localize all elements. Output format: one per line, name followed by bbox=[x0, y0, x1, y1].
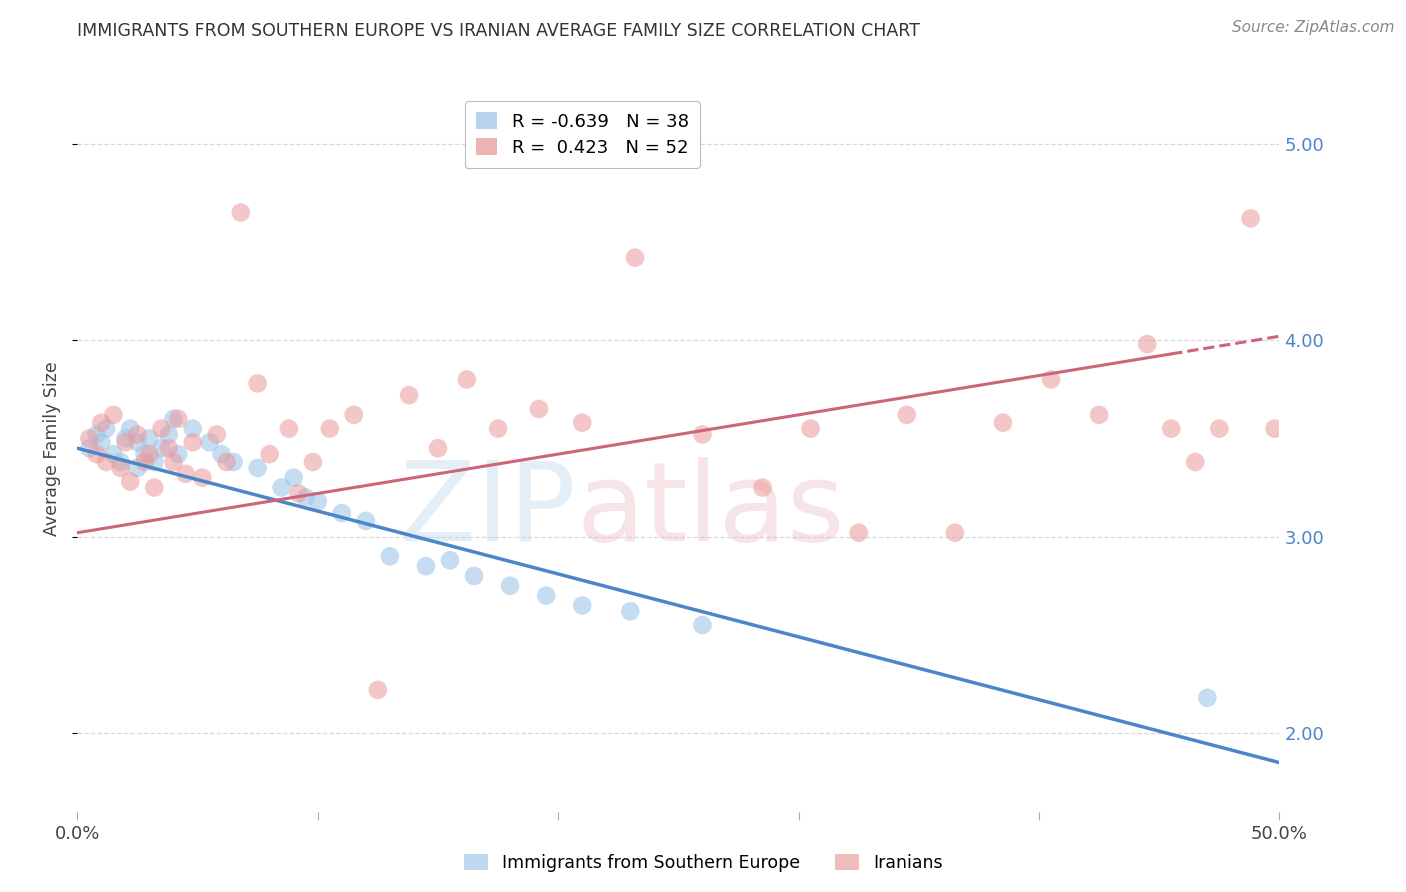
Point bbox=[79, 431, 101, 445]
Point bbox=[277, 421, 299, 435]
Y-axis label: Average Family Size: Average Family Size bbox=[44, 361, 62, 535]
Point bbox=[259, 447, 281, 461]
Legend: Immigrants from Southern Europe, Iranians: Immigrants from Southern Europe, Iranian… bbox=[457, 847, 949, 879]
Point bbox=[692, 427, 714, 442]
Point bbox=[90, 416, 112, 430]
Point bbox=[415, 559, 437, 574]
Point bbox=[143, 481, 166, 495]
Point bbox=[800, 421, 823, 435]
Text: IMMIGRANTS FROM SOUTHERN EUROPE VS IRANIAN AVERAGE FAMILY SIZE CORRELATION CHART: IMMIGRANTS FROM SOUTHERN EUROPE VS IRANI… bbox=[77, 22, 920, 40]
Point bbox=[330, 506, 353, 520]
Point bbox=[198, 435, 221, 450]
Point bbox=[96, 455, 118, 469]
Point bbox=[1184, 455, 1206, 469]
Point bbox=[167, 411, 190, 425]
Point bbox=[157, 427, 180, 442]
Point bbox=[456, 372, 478, 386]
Point bbox=[270, 481, 292, 495]
Point bbox=[1264, 421, 1286, 435]
Point bbox=[319, 421, 342, 435]
Point bbox=[943, 525, 966, 540]
Point bbox=[90, 435, 112, 450]
Point bbox=[96, 421, 118, 435]
Point bbox=[1239, 211, 1261, 226]
Point bbox=[120, 421, 142, 435]
Point bbox=[1136, 337, 1159, 351]
Point bbox=[463, 569, 485, 583]
Point bbox=[150, 421, 173, 435]
Point bbox=[138, 447, 160, 461]
Point bbox=[191, 471, 214, 485]
Point bbox=[127, 461, 149, 475]
Text: ZIP: ZIP bbox=[401, 457, 576, 564]
Point bbox=[246, 461, 269, 475]
Point bbox=[205, 427, 228, 442]
Point bbox=[378, 549, 401, 564]
Point bbox=[486, 421, 509, 435]
Point bbox=[110, 455, 132, 469]
Point bbox=[229, 205, 252, 219]
Point bbox=[211, 447, 233, 461]
Point bbox=[1208, 421, 1230, 435]
Point bbox=[1160, 421, 1182, 435]
Point bbox=[427, 442, 450, 455]
Point bbox=[896, 408, 918, 422]
Point bbox=[114, 435, 136, 450]
Point bbox=[134, 455, 156, 469]
Point bbox=[143, 455, 166, 469]
Text: Source: ZipAtlas.com: Source: ZipAtlas.com bbox=[1232, 20, 1395, 35]
Point bbox=[222, 455, 245, 469]
Point bbox=[619, 604, 641, 618]
Point bbox=[86, 427, 108, 442]
Point bbox=[103, 447, 125, 461]
Text: atlas: atlas bbox=[576, 457, 845, 564]
Point bbox=[174, 467, 197, 481]
Point bbox=[1088, 408, 1111, 422]
Point bbox=[181, 435, 204, 450]
Point bbox=[103, 408, 125, 422]
Point bbox=[991, 416, 1014, 430]
Point bbox=[157, 442, 180, 455]
Point bbox=[215, 455, 238, 469]
Point bbox=[307, 494, 329, 508]
Point bbox=[848, 525, 870, 540]
Point bbox=[367, 682, 389, 697]
Point bbox=[162, 411, 184, 425]
Point bbox=[114, 431, 136, 445]
Point bbox=[343, 408, 366, 422]
Point bbox=[79, 442, 101, 455]
Point bbox=[167, 447, 190, 461]
Point bbox=[246, 376, 269, 391]
Point bbox=[499, 579, 522, 593]
Point bbox=[294, 491, 316, 505]
Point bbox=[534, 589, 557, 603]
Point bbox=[571, 599, 593, 613]
Point bbox=[283, 471, 305, 485]
Point bbox=[287, 486, 309, 500]
Point bbox=[1040, 372, 1063, 386]
Point bbox=[527, 401, 550, 416]
Point bbox=[571, 416, 593, 430]
Point bbox=[150, 442, 173, 455]
Point bbox=[624, 251, 647, 265]
Point bbox=[1197, 690, 1219, 705]
Point bbox=[110, 461, 132, 475]
Point bbox=[138, 431, 160, 445]
Point bbox=[439, 553, 461, 567]
Point bbox=[127, 427, 149, 442]
Point bbox=[181, 421, 204, 435]
Point bbox=[692, 618, 714, 632]
Point bbox=[120, 475, 142, 489]
Legend: R = -0.639   N = 38, R =  0.423   N = 52: R = -0.639 N = 38, R = 0.423 N = 52 bbox=[465, 101, 700, 168]
Point bbox=[127, 435, 149, 450]
Point bbox=[354, 514, 377, 528]
Point bbox=[86, 447, 108, 461]
Point bbox=[162, 455, 184, 469]
Point bbox=[751, 481, 773, 495]
Point bbox=[134, 447, 156, 461]
Point bbox=[302, 455, 325, 469]
Point bbox=[398, 388, 420, 402]
